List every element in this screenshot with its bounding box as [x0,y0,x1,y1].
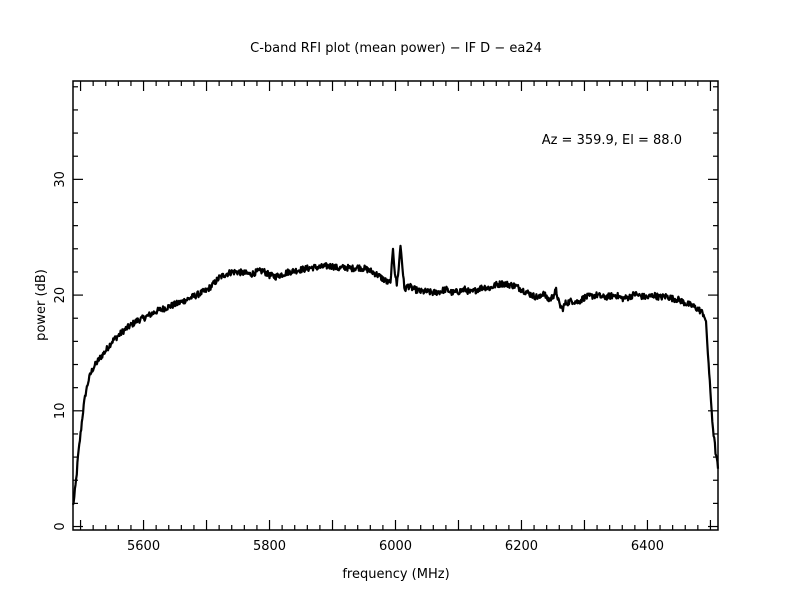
y-tick-label: 20 [53,287,68,304]
y-tick-label: 10 [53,403,68,420]
x-tick-label: 6400 [631,539,664,554]
x-tick-label: 6200 [505,539,538,554]
power-spectrum-line [71,244,720,506]
x-axis-label: frequency (MHz) [342,567,449,582]
x-tick-label: 5600 [127,539,160,554]
az-el-annotation: Az = 359.9, El = 88.0 [542,133,682,148]
y-axis-label: power (dB) [34,269,49,341]
chart-title: C-band RFI plot (mean power) − IF D − ea… [250,41,542,56]
x-tick-label: 5800 [253,539,286,554]
y-tick-label: 30 [53,171,68,188]
axis-ticks [73,81,718,530]
tick-labels: 5600 5800 6000 6200 6400 0 10 20 30 [53,171,664,554]
x-tick-label: 6000 [379,539,412,554]
y-tick-label: 0 [53,522,68,530]
